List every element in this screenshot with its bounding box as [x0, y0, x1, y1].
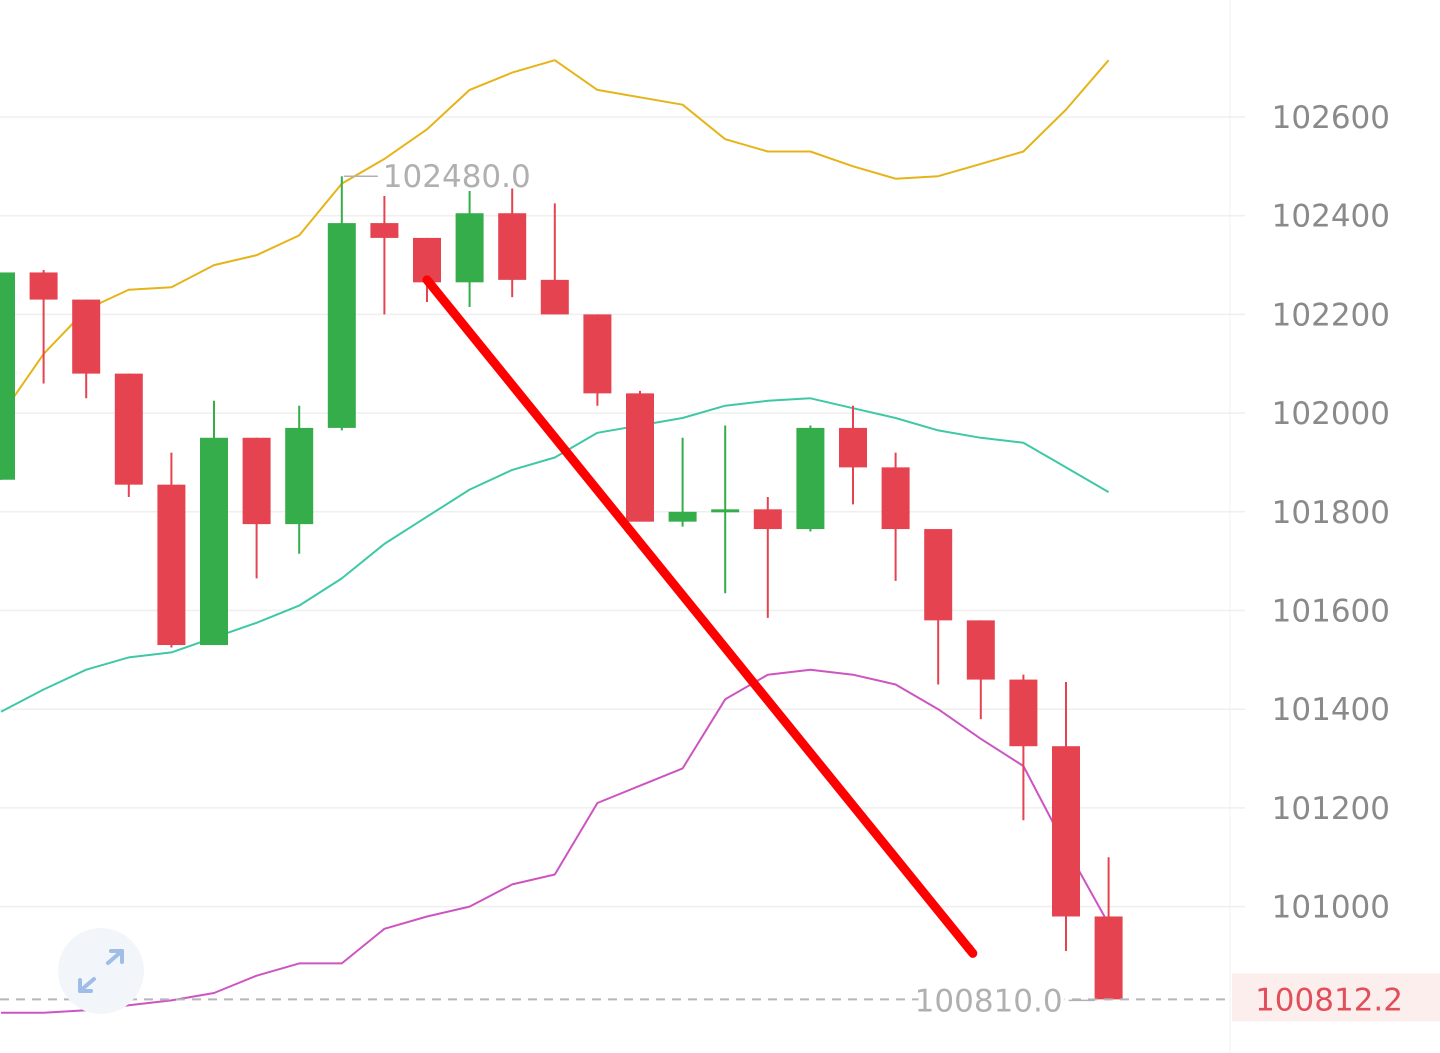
candle	[72, 299, 101, 399]
candle-body	[29, 272, 58, 300]
candle	[498, 188, 527, 298]
y-tick-label: 101200	[1272, 791, 1390, 827]
candle-body	[839, 427, 867, 468]
y-tick-label: 101400	[1272, 692, 1390, 728]
expand-icon	[78, 949, 124, 993]
candle	[114, 373, 143, 497]
candle-body	[753, 509, 782, 530]
candle-body	[0, 272, 15, 480]
candle-body	[583, 314, 612, 394]
y-tick-label: 102400	[1272, 199, 1390, 235]
trend-arrow	[422, 275, 978, 958]
candle-body	[540, 279, 569, 315]
high-price-label: 102480.0	[383, 159, 531, 195]
candle-body	[498, 213, 527, 280]
current-price-box	[1232, 973, 1440, 1022]
candle	[881, 452, 910, 581]
y-tick-label: 101000	[1272, 890, 1390, 926]
candle-body	[1009, 679, 1038, 747]
annotations: 102480.0 100810.0 100812.2	[0, 159, 1440, 1022]
candle	[455, 191, 484, 307]
grid-lines	[0, 116, 1245, 908]
candle-body	[1052, 746, 1080, 917]
y-tick-label: 102000	[1272, 396, 1390, 432]
candle	[413, 237, 441, 303]
axis-panel	[1230, 0, 1440, 1053]
y-axis-ticks: 102600 102400 102200 102000 101800 101600 1014…	[1272, 100, 1390, 926]
candle-body	[370, 223, 399, 238]
candle	[285, 405, 314, 554]
y-tick-label: 102200	[1272, 297, 1390, 333]
candle-body	[796, 427, 825, 530]
candle	[200, 400, 228, 646]
candle	[839, 405, 867, 505]
candle	[157, 452, 186, 648]
candle-body	[413, 237, 441, 283]
y-tick-label: 101600	[1272, 594, 1390, 630]
candle-body	[285, 427, 314, 525]
candle	[370, 195, 399, 315]
candle	[540, 203, 569, 315]
bollinger-upper-line	[0, 59, 1110, 417]
candle-body	[881, 467, 910, 530]
candle	[242, 437, 271, 579]
candle-body	[200, 437, 228, 646]
y-tick-label: 101800	[1272, 495, 1390, 531]
bollinger-bands	[0, 59, 1110, 1014]
candle	[711, 425, 740, 594]
candle-body	[455, 213, 484, 283]
candle	[668, 437, 697, 527]
candle-body	[327, 223, 356, 428]
expand-button[interactable]	[58, 928, 144, 1014]
candle-body	[711, 509, 740, 513]
low-price-label: 100810.0	[915, 983, 1063, 1019]
candle	[924, 529, 953, 685]
candle	[1052, 682, 1080, 952]
candle-body	[157, 484, 186, 646]
candle	[1009, 674, 1038, 821]
candle	[796, 425, 825, 532]
current-price-label: 100812.2	[1255, 982, 1403, 1018]
candle	[29, 269, 58, 384]
candle-body	[72, 299, 101, 374]
candle-body	[1094, 916, 1123, 1000]
candle	[1094, 857, 1123, 1001]
low-label-background	[918, 984, 1065, 1017]
y-tick-label: 102600	[1272, 100, 1390, 136]
candle-body	[242, 437, 271, 525]
candles	[0, 176, 1123, 1001]
candle	[583, 314, 612, 406]
candle-body	[668, 511, 697, 522]
candle-body	[966, 620, 995, 680]
candle	[626, 390, 654, 522]
candle	[966, 620, 995, 720]
candle	[753, 496, 782, 618]
bollinger-middle-line	[0, 397, 1110, 713]
candle	[0, 272, 15, 480]
candle-body	[924, 529, 953, 621]
candle-body	[114, 373, 143, 485]
candle	[327, 176, 356, 431]
candle-body	[626, 393, 654, 522]
bollinger-lower-line	[1, 668, 1110, 1014]
